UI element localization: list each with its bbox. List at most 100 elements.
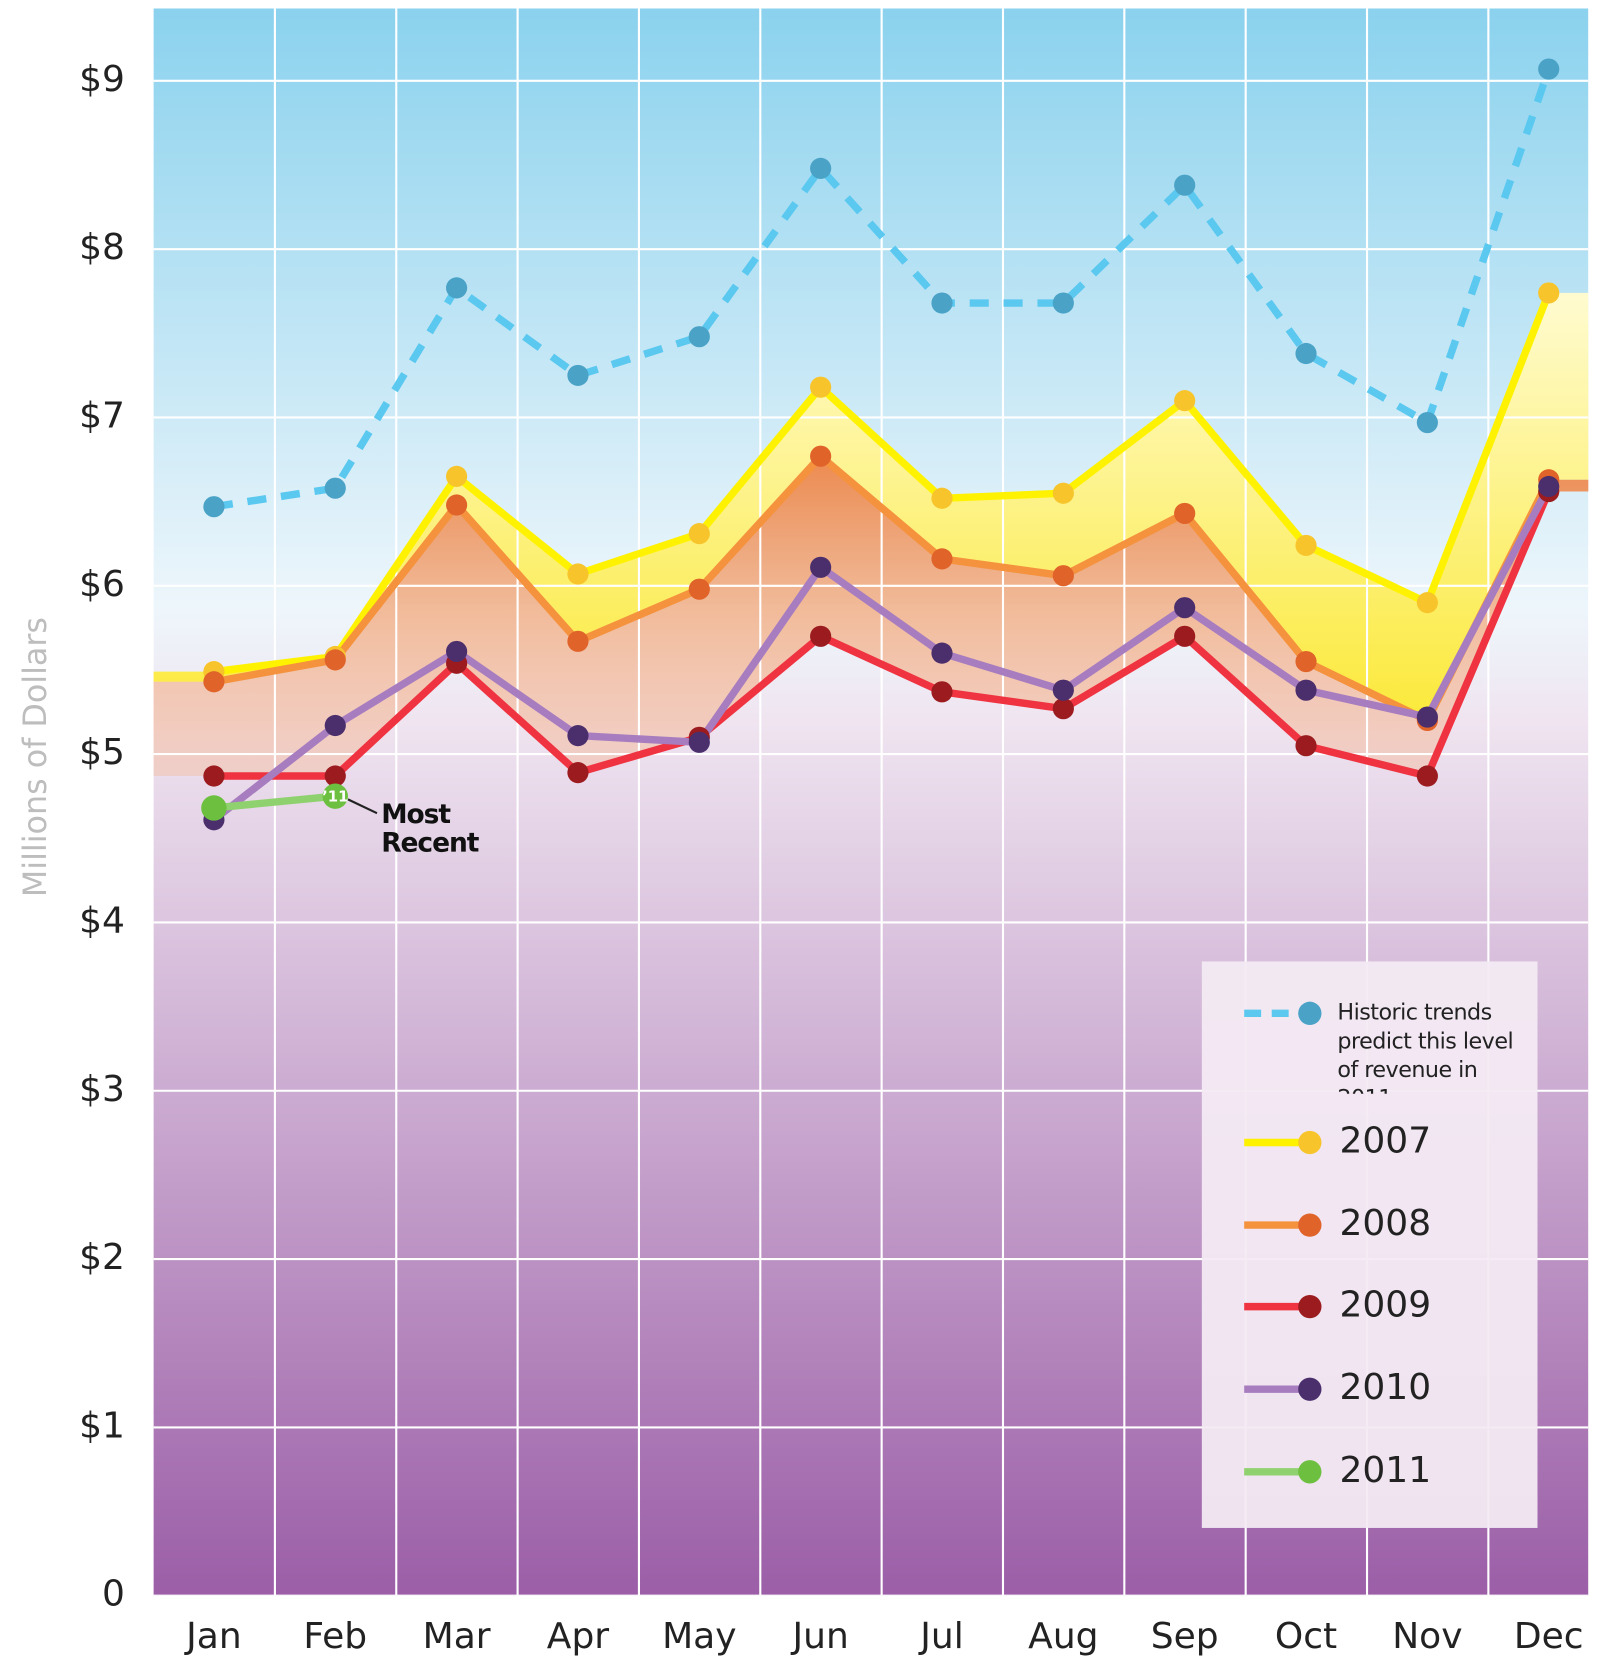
series-marker xyxy=(931,681,953,703)
series-marker xyxy=(1295,679,1317,701)
overlay: 0 $1 $2 $3 $4 $5 $6 $7 $8 $9 Jan Feb Mar Apr May Jun Jul… xyxy=(79,58,1584,1657)
annotation-leader xyxy=(347,798,378,815)
series-marker xyxy=(203,765,225,787)
series-marker xyxy=(322,783,348,809)
annotation: Most xyxy=(381,799,451,830)
series-marker xyxy=(1416,411,1438,434)
series-marker xyxy=(931,292,953,314)
series-marker xyxy=(567,762,589,784)
y-tick-label: $8 xyxy=(79,227,125,268)
series-marker xyxy=(1295,735,1317,757)
y-tick-label: $1 xyxy=(79,1405,125,1446)
series-marker xyxy=(1538,475,1560,498)
x-tick-label: Sep xyxy=(1151,1616,1219,1657)
legend-marker xyxy=(1298,1130,1322,1155)
series-marker xyxy=(810,157,832,179)
series-marker xyxy=(1295,650,1317,673)
y-tick-label: 0 xyxy=(102,1574,125,1615)
series-marker xyxy=(324,714,346,737)
x-tick-label: Jul xyxy=(918,1616,963,1657)
x-tick-label: Aug xyxy=(1028,1616,1098,1657)
legend-marker xyxy=(1298,1213,1322,1237)
series-marker xyxy=(567,630,589,652)
legend-label: 2007 xyxy=(1339,1121,1431,1162)
series-marker xyxy=(1416,706,1438,728)
y-tick-label: $7 xyxy=(79,395,125,436)
series-marker xyxy=(688,326,710,348)
series-marker xyxy=(1052,292,1074,314)
y-tick-label: $3 xyxy=(79,1069,125,1110)
series-marker xyxy=(1295,534,1317,556)
series-marker xyxy=(688,578,710,600)
x-tick-label: Apr xyxy=(547,1616,609,1657)
y-tick-label: $5 xyxy=(79,732,125,773)
series-marker xyxy=(931,548,953,570)
series-marker xyxy=(931,642,953,664)
x-tick-label: Nov xyxy=(1392,1616,1462,1657)
series-marker xyxy=(203,496,225,518)
series-marker xyxy=(1416,592,1438,614)
series-marker xyxy=(446,494,468,516)
series-line xyxy=(213,452,1553,725)
x-tick-label: May xyxy=(662,1616,736,1657)
series-marker xyxy=(446,465,468,487)
series-marker xyxy=(1174,597,1196,619)
series-marker xyxy=(1174,502,1196,525)
series-marker xyxy=(1416,765,1438,787)
series-marker xyxy=(1538,282,1560,304)
legend-label: 2009 xyxy=(1339,1285,1431,1326)
series-marker xyxy=(810,376,832,398)
series-marker xyxy=(810,625,832,647)
x-tick-label: Oct xyxy=(1275,1616,1337,1657)
series-marker xyxy=(567,725,589,747)
series-marker xyxy=(688,523,710,545)
x-tick-label: Jun xyxy=(791,1616,849,1657)
y-tick-label: $9 xyxy=(79,59,125,100)
series-marker xyxy=(446,640,468,663)
legend-marker xyxy=(1298,1294,1322,1319)
series-marker xyxy=(688,731,710,753)
y-tick-label: $6 xyxy=(79,564,125,605)
legend-label: 2011 xyxy=(1339,1450,1431,1491)
legend-label: 2008 xyxy=(1339,1203,1431,1244)
series-marker xyxy=(1538,58,1560,80)
band-fill xyxy=(153,456,1589,776)
legend-label: 2010 xyxy=(1339,1367,1431,1408)
legend-label: Historic trends predict this level of re… xyxy=(1337,999,1514,1094)
x-tick-label: Jan xyxy=(184,1616,242,1657)
y-tick-label: $4 xyxy=(79,900,125,941)
series-line xyxy=(213,67,1553,511)
series-marker xyxy=(446,277,468,299)
series-marker xyxy=(1052,565,1074,587)
series-marker xyxy=(1052,679,1074,701)
series-line xyxy=(213,490,1553,780)
legend-text-box: Historic trends predict this level of re… xyxy=(1337,999,1514,1094)
series-line xyxy=(213,291,1553,676)
y-tick-label: $2 xyxy=(79,1237,125,1278)
legend-box xyxy=(1201,961,1538,1528)
annotation: Recent xyxy=(381,827,480,858)
series-marker xyxy=(1174,625,1196,647)
legend-marker xyxy=(1298,1377,1322,1401)
series-marker xyxy=(810,445,832,467)
series-marker xyxy=(203,671,225,693)
series-marker xyxy=(1052,482,1074,504)
series-marker xyxy=(324,477,346,499)
series-marker xyxy=(810,556,832,578)
series-line xyxy=(213,792,336,812)
series-marker xyxy=(324,649,346,671)
series-marker xyxy=(324,765,346,787)
series-marker xyxy=(1174,174,1196,196)
legend-marker xyxy=(1298,1001,1322,1025)
series-line xyxy=(211,484,1553,823)
series-marker xyxy=(567,364,589,386)
point-label: ’11 xyxy=(322,788,348,805)
x-tick-label: Feb xyxy=(303,1616,367,1657)
legend-marker xyxy=(1298,1460,1322,1484)
plot-area xyxy=(153,8,1589,1596)
series-marker xyxy=(1295,342,1317,365)
series-marker xyxy=(1052,698,1074,720)
series-marker xyxy=(1174,390,1196,412)
series-marker xyxy=(201,795,227,821)
